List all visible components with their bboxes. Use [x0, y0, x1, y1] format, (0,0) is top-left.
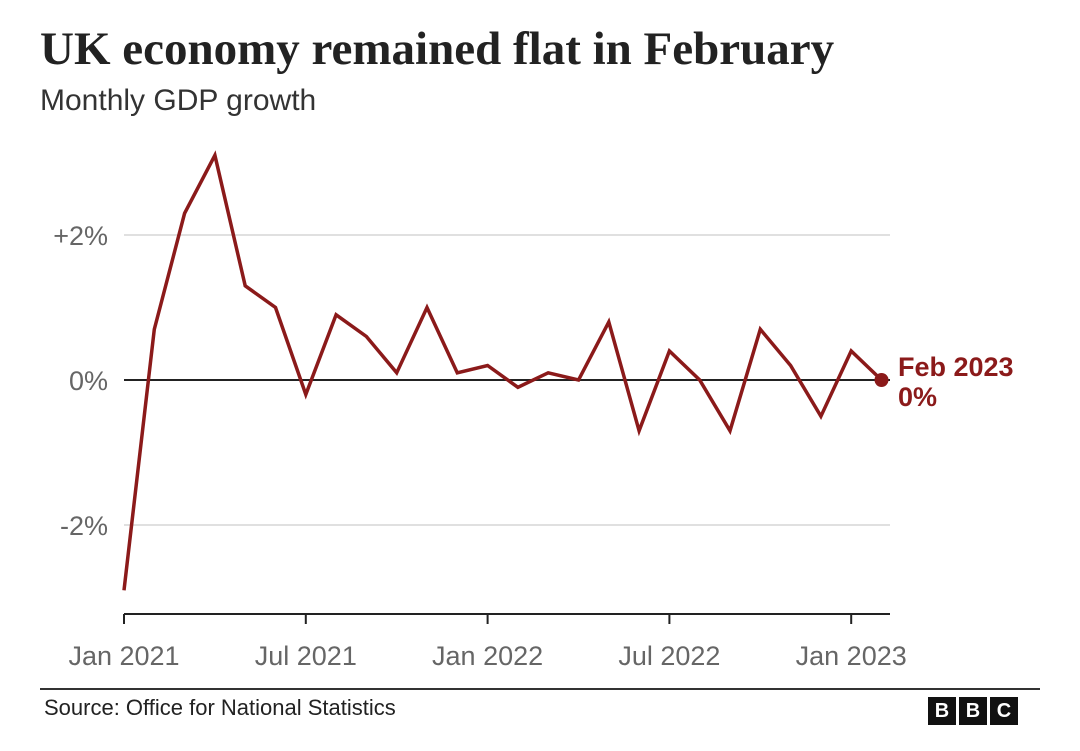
x-tick-label: Jan 2023 [796, 641, 907, 671]
x-tick-label: Jan 2022 [432, 641, 543, 671]
y-tick-label: +2% [53, 221, 108, 251]
annotation-label-value: 0% [898, 382, 937, 412]
bbc-logo-letter-2: B [959, 697, 987, 725]
bbc-logo-letter-3: C [990, 697, 1018, 725]
bbc-logo: B B C [928, 697, 1018, 725]
gdp-growth-line [122, 150, 883, 591]
latest-point-marker [874, 373, 889, 387]
chart-subtitle: Monthly GDP growth [40, 84, 317, 117]
annotation-label-date: Feb 2023 [898, 352, 1014, 382]
source-note: Source: Office for National Statistics [44, 695, 396, 720]
y-tick-label: -2% [60, 511, 108, 541]
footer-divider [40, 688, 1040, 690]
x-tick-label: Jan 2021 [68, 641, 179, 671]
bbc-logo-letter-1: B [928, 697, 956, 725]
chart-title: UK economy remained flat in February [40, 23, 835, 75]
y-tick-label: 0% [69, 366, 108, 396]
x-tick-label: Jul 2021 [255, 641, 357, 671]
x-tick-label: Jul 2022 [618, 641, 720, 671]
